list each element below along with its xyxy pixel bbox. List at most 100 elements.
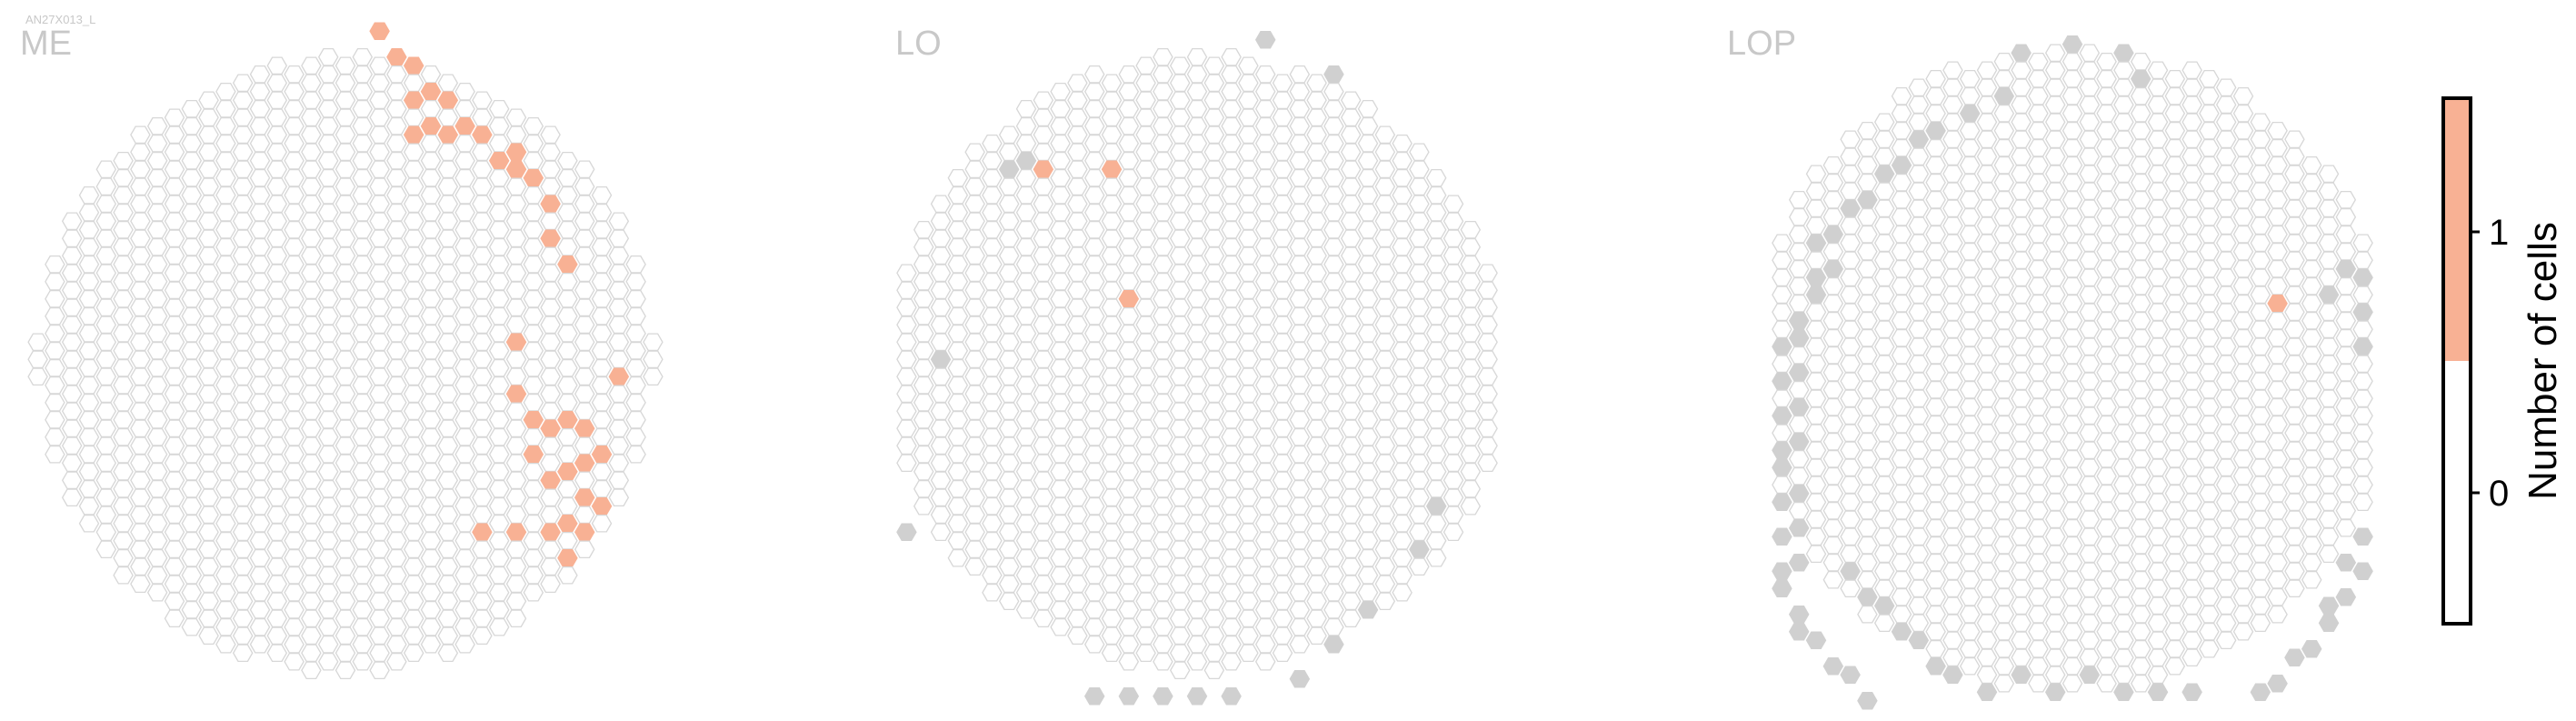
hex-cell <box>420 221 442 239</box>
hex-cell <box>2182 182 2202 200</box>
hex-cell <box>1392 446 1413 464</box>
hex-cell <box>2284 285 2305 304</box>
hex-cell <box>2130 364 2152 382</box>
hex-cell <box>2164 329 2186 347</box>
hex-cell-gray <box>1772 406 1792 425</box>
hex-cell <box>420 325 442 343</box>
hex-cell <box>1135 298 1156 316</box>
hex-cell <box>2164 571 2186 589</box>
hex-cell <box>2301 208 2322 226</box>
hex-cell <box>930 506 952 524</box>
hex-cell <box>95 506 117 524</box>
hex-cell <box>557 497 578 516</box>
hex-cell <box>2028 105 2049 123</box>
hex-cell <box>2113 424 2134 442</box>
hex-cell <box>2352 355 2373 373</box>
hex-cell <box>488 307 510 325</box>
hex-cell <box>130 143 151 161</box>
hex-cell <box>1993 606 2015 624</box>
hex-cell <box>2182 130 2202 148</box>
hex-cell <box>1873 476 1895 494</box>
hex-cell <box>2130 485 2152 503</box>
hex-cell <box>2215 476 2237 494</box>
hex-cell <box>523 428 544 446</box>
hex-cell <box>2215 95 2237 114</box>
hex-cell <box>1203 557 1225 576</box>
hex-cell <box>998 592 1020 610</box>
hex-cell <box>1942 337 1963 355</box>
hex-cell <box>2062 623 2083 641</box>
hex-cell <box>896 264 917 282</box>
hex-cell <box>1857 606 1878 624</box>
hex-cell <box>2199 87 2220 105</box>
hex-cell <box>334 419 356 437</box>
hex-cell <box>284 186 305 205</box>
hex-cell <box>1221 135 1242 153</box>
hex-cell <box>215 376 236 395</box>
hex-cell <box>386 204 407 222</box>
hex-cell <box>1908 562 1930 580</box>
hex-cell <box>146 428 168 446</box>
hex-cell-count-1 <box>523 411 544 429</box>
hex-cell <box>2250 337 2271 355</box>
hex-cell <box>1925 260 1946 278</box>
hex-cell <box>2113 476 2134 494</box>
hex-cell <box>2062 416 2083 434</box>
hex-cell <box>198 367 219 386</box>
hex-cell <box>45 446 65 464</box>
hex-cell <box>2182 493 2202 511</box>
hex-cell <box>540 125 561 144</box>
hex-cell <box>1323 411 1344 429</box>
hex-cell <box>1908 216 1930 235</box>
hex-cell <box>2028 519 2049 537</box>
hex-cell <box>249 186 271 205</box>
hex-cell <box>1203 143 1225 161</box>
hex-cell <box>472 385 493 403</box>
hex-cell <box>2044 562 2066 580</box>
hex-cell <box>1323 221 1344 239</box>
hex-cell <box>301 108 322 126</box>
hex-cell <box>2250 614 2271 632</box>
hex-cell-count-1 <box>557 255 578 274</box>
hex-cell <box>1993 536 2015 555</box>
hex-cell <box>113 566 134 585</box>
hex-cell <box>1993 208 2015 226</box>
hex-cell <box>1392 255 1413 274</box>
hex-cell <box>505 195 527 213</box>
hex-cell <box>1067 402 1088 420</box>
hex-cell <box>437 315 459 334</box>
hex-cell <box>2147 579 2169 597</box>
hex-cell <box>625 307 646 325</box>
hex-cell <box>181 273 203 291</box>
hex-cell <box>1908 95 1930 114</box>
hex-cell <box>454 100 475 118</box>
hex-cell <box>1083 497 1105 516</box>
hex-cell <box>1254 238 1276 256</box>
hex-cell <box>505 419 527 437</box>
hex-cell <box>2301 485 2322 503</box>
hex-cell <box>352 636 374 654</box>
hex-cell <box>2130 536 2152 555</box>
hex-cell <box>369 264 390 282</box>
hex-cell <box>608 385 630 403</box>
hex-cell <box>1067 385 1088 403</box>
hex-cell <box>2318 527 2340 546</box>
hex-cell <box>1221 342 1242 360</box>
hex-cell <box>2096 606 2117 624</box>
hex-cell <box>301 592 322 610</box>
hex-cell <box>2250 113 2271 131</box>
hex-cell <box>181 497 203 516</box>
hex-cell <box>1392 238 1413 256</box>
hex-cell <box>2096 191 2117 209</box>
hex-cell <box>930 229 952 247</box>
hex-cell <box>334 540 356 558</box>
hex-cell <box>1857 364 1878 382</box>
hex-cell <box>2113 113 2134 131</box>
hex-cell <box>369 229 390 247</box>
hex-cell <box>505 212 527 230</box>
hex-cell <box>1959 312 1981 330</box>
hex-cell <box>2199 122 2220 140</box>
hex-cell <box>1135 609 1156 627</box>
hex-cell-count-1 <box>557 411 578 429</box>
hex-cell <box>1221 83 1242 101</box>
